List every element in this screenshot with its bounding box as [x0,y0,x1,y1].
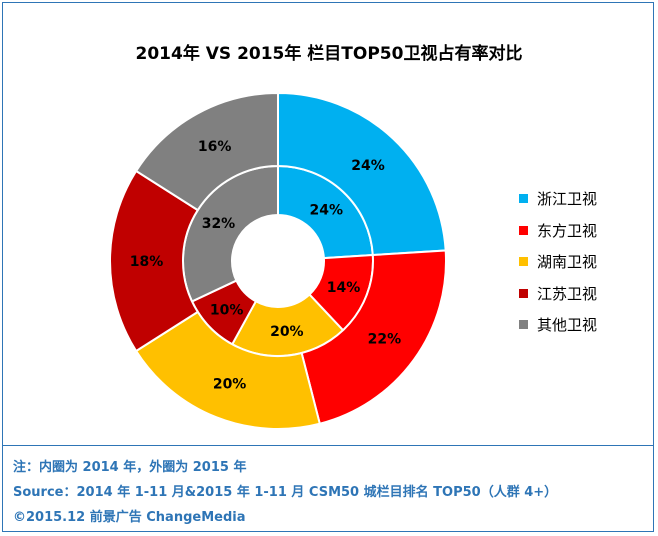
footer-notes: 注：内圈为 2014 年，外圈为 2015 年 Source：2014 年 1-… [13,455,557,530]
label-2014-1: 14% [327,280,361,296]
footer-note-copyright: ©2015.12 前景广告 ChangeMedia [13,510,246,525]
legend-swatch [519,194,528,204]
chart-title: 2014年 VS 2015年 栏目TOP50卫视占有率对比 [135,44,523,64]
legend-swatch [519,320,528,330]
label-2015-2: 20% [213,376,247,392]
legend-item-3: 江苏卫视 [519,278,597,310]
legend-label: 江苏卫视 [537,284,598,303]
footer-note-rings: 注：内圈为 2014 年，外圈为 2015 年 [13,460,247,475]
slice-2015-4 [134,91,279,212]
legend-label: 湖南卫视 [537,253,598,272]
footer-note-source: Source：2014 年 1-11 月&2015 年 1-11 月 CSM50… [13,485,558,500]
legend-item-2: 湖南卫视 [519,246,597,278]
legend-item-4: 其他卫视 [519,309,597,341]
label-2014-4: 32% [202,216,236,232]
legend-item-0: 浙江卫视 [519,183,597,215]
donut-chart: 24% 14% 20% 10% 32% 24% 22% 20% 18% 16% [109,91,447,430]
legend-item-1: 东方卫视 [519,215,597,247]
legend-swatch [519,225,528,235]
legend: 浙江卫视东方卫视湖南卫视江苏卫视其他卫视 [519,183,597,341]
legend-swatch [519,257,528,267]
chart-frame: 2014年 VS 2015年 栏目TOP50卫视占有率对比 24% 14% 20% 1… [2,2,654,532]
legend-label: 东方卫视 [537,221,598,240]
label-2014-2: 20% [270,324,304,340]
label-2015-4: 16% [198,139,232,155]
label-2015-3: 18% [130,254,164,270]
legend-swatch [519,288,528,298]
slice-2015-2 [134,310,321,430]
legend-label: 其他卫视 [537,316,598,335]
label-2015-1: 22% [368,331,402,347]
legend-label: 浙江卫视 [537,190,598,209]
footer-divider [3,445,653,446]
label-2014-0: 24% [310,203,344,219]
slice-2015-1 [300,249,447,425]
label-2014-3: 10% [210,302,244,318]
label-2015-0: 24% [351,158,385,174]
slice-2015-0 [277,91,447,257]
